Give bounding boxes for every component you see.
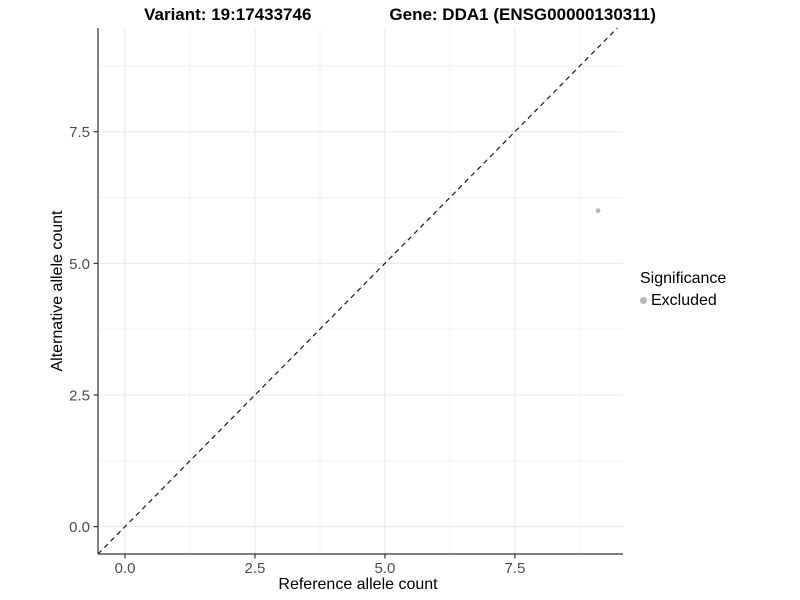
x-tick-label: 5.0 (375, 560, 396, 577)
y-tick-label: 7.5 (69, 124, 90, 141)
y-tick-label: 0.0 (69, 519, 90, 536)
y-axis-title: Alternative allele count (49, 210, 66, 372)
x-tick-label: 2.5 (245, 560, 266, 577)
x-tick-label: 7.5 (504, 560, 525, 577)
legend: Significance Excluded (640, 269, 726, 310)
y-tick-label: 2.5 (69, 387, 90, 404)
data-point-excluded (595, 208, 601, 214)
legend-key-dot-icon (640, 297, 647, 304)
plot-title-gene: Gene: DDA1 (ENSG00000130311) (389, 5, 656, 24)
identity-line (97, 27, 618, 555)
x-tick-label: 0.0 (115, 560, 136, 577)
plot-title: Variant: 19:17433746 Gene: DDA1 (ENSG000… (0, 5, 800, 25)
x-axis-title: Reference allele count (278, 576, 438, 593)
y-tick-label: 5.0 (69, 256, 90, 273)
plot-title-variant: Variant: 19:17433746 (144, 5, 312, 24)
legend-item-label: Excluded (651, 292, 717, 309)
legend-item-excluded: Excluded (640, 291, 726, 310)
legend-title: Significance (640, 270, 727, 287)
